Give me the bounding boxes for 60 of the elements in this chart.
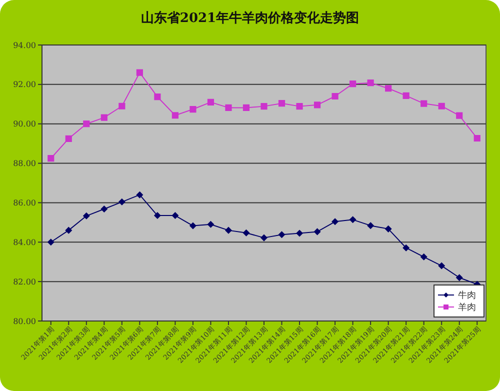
point: [420, 254, 428, 260]
point: [136, 69, 143, 76]
point: [296, 103, 303, 110]
point: [242, 230, 250, 236]
point: [207, 98, 214, 106]
point: [296, 230, 303, 237]
y-tick-label: 90.00: [13, 120, 36, 129]
point: [190, 106, 196, 113]
point: [332, 218, 338, 225]
point: [350, 216, 356, 223]
point: [242, 104, 250, 111]
y-tick-label: 84.00: [13, 238, 36, 247]
chart-title: 山东省2021年牛羊肉价格变化走势图: [140, 10, 360, 26]
point: [136, 192, 143, 198]
point: [172, 112, 178, 119]
legend-label: 牛肉: [458, 290, 476, 302]
point: [456, 274, 463, 281]
y-tick-label: 88.00: [13, 159, 36, 168]
point: [402, 92, 410, 99]
point: [48, 155, 54, 162]
point: [154, 212, 161, 219]
point: [154, 94, 161, 100]
point: [456, 112, 463, 119]
point: [118, 102, 126, 110]
point: [83, 120, 90, 128]
point: [438, 102, 445, 110]
y-tick-label: 92.00: [13, 80, 36, 90]
y-tick-label: 94.00: [13, 40, 36, 50]
point: [100, 114, 108, 121]
point: [172, 212, 178, 219]
point: [100, 206, 108, 212]
point: [438, 262, 445, 270]
point: [420, 100, 428, 107]
point: [48, 238, 54, 246]
point: [83, 212, 90, 220]
point: [332, 92, 338, 100]
point: [350, 80, 356, 88]
point: [260, 234, 268, 242]
point: [385, 85, 392, 92]
point: [314, 228, 321, 235]
point: [278, 100, 286, 107]
point: [385, 226, 392, 232]
point: [314, 102, 321, 108]
point: [118, 198, 126, 206]
y-tick-label: 82.00: [13, 277, 36, 286]
point: [225, 104, 232, 111]
point: [260, 103, 268, 110]
point: [402, 244, 410, 252]
point: [225, 227, 232, 234]
point: [278, 231, 286, 238]
point: [474, 134, 480, 142]
y-tick-label: 80.00: [13, 316, 36, 326]
y-tick-label: 86.00: [13, 198, 36, 208]
point: [65, 135, 72, 142]
legend-label: 羊肉: [458, 302, 476, 314]
point: [190, 222, 196, 230]
point: [65, 227, 72, 234]
point: [207, 221, 214, 228]
point: [367, 222, 374, 229]
point: [367, 80, 374, 86]
